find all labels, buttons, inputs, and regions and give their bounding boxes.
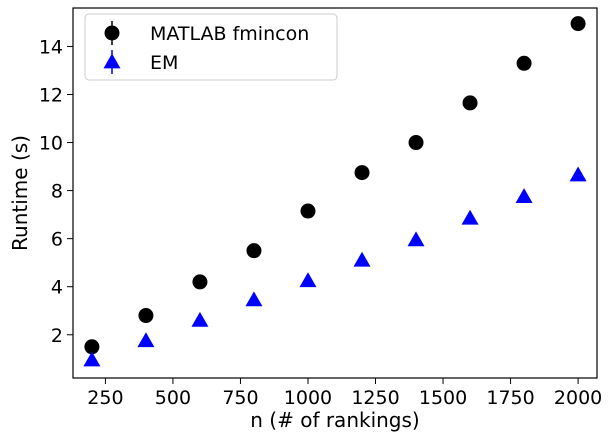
legend: MATLAB fmincon EM: [84, 13, 338, 81]
y-tick-label: 12: [39, 84, 63, 106]
x-tick-label: 1500: [419, 387, 467, 409]
em-data-point: [191, 311, 209, 327]
legend-frame: [84, 13, 338, 81]
data-points-layer: [83, 16, 587, 367]
ticks-layer: 250 500 750 1000 1250 1500 1750 2000 2 4 6 8 10 12 14: [39, 36, 602, 409]
fmincon-data-point: [354, 165, 370, 181]
em-data-point: [569, 166, 587, 182]
x-tick-label: 2000: [554, 387, 602, 409]
fmincon-data-point: [462, 95, 478, 111]
fmincon-data-point: [192, 274, 208, 290]
em-data-point: [515, 188, 533, 203]
legend-label: EM: [150, 52, 178, 74]
em-data-point: [461, 209, 479, 225]
legend-marker-icon: [104, 25, 120, 41]
fmincon-data-point: [408, 135, 424, 151]
em-data-point: [299, 272, 317, 288]
x-tick-label: 1750: [486, 387, 534, 409]
y-tick-label: 4: [51, 277, 63, 299]
y-tick-label: 2: [51, 325, 63, 347]
fmincon-data-point: [138, 308, 154, 324]
plot-frame: [72, 7, 598, 379]
x-tick-label: 500: [155, 387, 191, 409]
legend-marker-icon: [103, 53, 121, 69]
em-data-point: [83, 351, 101, 367]
fmincon-data-point: [246, 243, 262, 259]
em-data-point: [137, 332, 155, 348]
x-tick-label: 750: [222, 387, 258, 409]
x-tick-label: 1000: [284, 387, 332, 409]
fmincon-data-point: [570, 16, 586, 32]
em-data-point: [245, 291, 263, 307]
fmincon-data-point: [516, 55, 532, 71]
em-data-point: [407, 231, 425, 247]
y-axis-label: Runtime (s): [8, 135, 32, 251]
fmincon-data-point: [84, 339, 100, 355]
x-tick-label: 1250: [351, 387, 399, 409]
legend-label: MATLAB fmincon: [150, 23, 309, 45]
y-tick-label: 10: [39, 133, 63, 155]
em-data-point: [353, 251, 371, 267]
x-axis-label: n (# of rankings): [250, 408, 419, 432]
y-tick-label: 14: [39, 36, 63, 58]
fmincon-data-point: [300, 203, 316, 219]
y-tick-label: 6: [51, 229, 63, 251]
y-tick-label: 8: [51, 181, 63, 203]
x-tick-label: 250: [87, 387, 123, 409]
